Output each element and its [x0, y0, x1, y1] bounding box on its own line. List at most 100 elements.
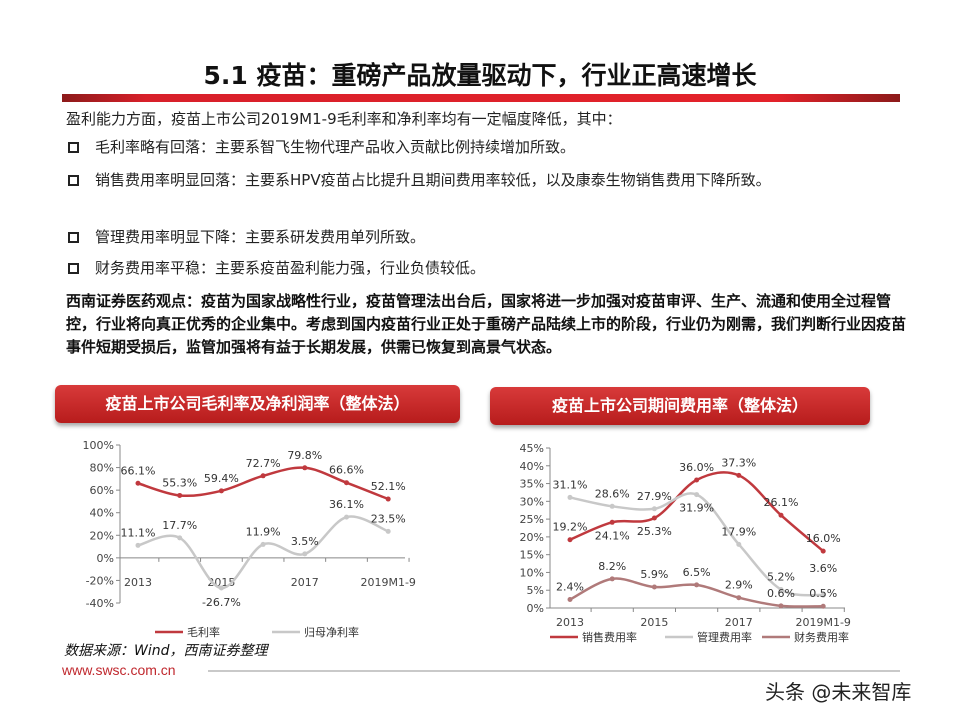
- data-point: [344, 480, 349, 486]
- data-label: 23.5%: [371, 512, 406, 525]
- data-label: 5.2%: [767, 571, 795, 584]
- legend-label: 管理费用率: [697, 630, 752, 644]
- data-label: 66.1%: [121, 464, 156, 477]
- data-point: [302, 551, 308, 557]
- y-tick-label: 15%: [520, 549, 544, 562]
- data-label: 17.9%: [721, 525, 756, 538]
- y-tick-label: 100%: [83, 439, 114, 452]
- legend-label: 毛利率: [187, 625, 220, 639]
- bullet-text: 销售费用率明显回落：主要系HPV疫苗占比提升且期间费用率较低，以及康泰生物销售费…: [95, 171, 771, 189]
- chart1-title: 疫苗上市公司毛利率及净利润率（整体法）: [55, 385, 460, 423]
- data-point: [694, 492, 700, 498]
- data-point: [177, 492, 183, 498]
- bullet-icon: [68, 137, 93, 158]
- x-tick-label: 2013: [124, 576, 152, 589]
- y-tick-label: 45%: [520, 442, 544, 455]
- data-point: [385, 528, 391, 534]
- data-point: [177, 535, 183, 541]
- data-label: 31.9%: [679, 502, 714, 515]
- data-label: 24.1%: [595, 529, 630, 542]
- data-point: [609, 503, 615, 509]
- data-label: 25.3%: [637, 525, 672, 538]
- data-label: 16.0%: [806, 532, 841, 545]
- y-tick-label: 0%: [527, 602, 544, 615]
- data-point: [651, 506, 657, 512]
- data-label: -26.7%: [202, 596, 241, 609]
- y-tick-label: 20%: [90, 529, 114, 542]
- data-point: [651, 584, 657, 590]
- x-tick-label: 2017: [725, 616, 753, 629]
- data-label: 2.4%: [556, 580, 584, 593]
- data-label: 28.6%: [595, 487, 630, 500]
- data-point: [385, 496, 391, 502]
- y-tick-label: -20%: [86, 574, 114, 587]
- data-point: [218, 488, 224, 494]
- data-label: 72.7%: [246, 457, 281, 470]
- title-divider: [62, 94, 900, 102]
- data-point: [260, 541, 266, 547]
- data-label: 2.9%: [725, 579, 753, 592]
- data-label: 11.1%: [121, 526, 156, 539]
- data-label: 17.7%: [162, 519, 197, 532]
- y-tick-label: 40%: [90, 507, 114, 520]
- y-tick-label: -40%: [86, 597, 114, 610]
- y-tick-label: 5%: [527, 584, 544, 597]
- data-point: [820, 592, 826, 598]
- page-title: 5.1 疫苗：重磅产品放量驱动下，行业正高速增长: [203, 61, 757, 90]
- y-tick-label: 20%: [520, 531, 544, 544]
- data-point: [820, 548, 826, 554]
- bullet-icon: [68, 170, 93, 191]
- y-tick-label: 80%: [90, 462, 114, 475]
- data-label: 37.3%: [721, 456, 756, 469]
- data-point: [218, 585, 224, 591]
- data-point: [609, 576, 615, 582]
- data-point: [260, 473, 266, 479]
- intro-text: 盈利能力方面，疫苗上市公司2019M1-9毛利率和净利率均有一定幅度降低，其中：: [66, 110, 622, 128]
- data-label: 8.2%: [598, 560, 626, 573]
- data-label: 0.6%: [767, 587, 795, 600]
- data-point: [778, 587, 784, 593]
- y-tick-label: 60%: [90, 484, 114, 497]
- data-label: 11.9%: [246, 525, 281, 538]
- data-label: 36.0%: [679, 461, 714, 474]
- bullet-text: 财务费用率平稳：主要系疫苗盈利能力强，行业负债较低。: [95, 259, 486, 277]
- data-label: 3.6%: [809, 562, 837, 575]
- data-point: [567, 596, 573, 602]
- data-point: [694, 582, 700, 588]
- y-tick-label: 35%: [520, 478, 544, 491]
- data-point: [344, 514, 349, 520]
- data-label: 79.8%: [287, 449, 322, 462]
- x-tick-label: 2017: [291, 576, 319, 589]
- legend-label: 财务费用率: [794, 630, 849, 644]
- bullet-icon: [68, 227, 93, 248]
- legend-label: 归母净利率: [304, 625, 359, 639]
- data-label: 0.5%: [809, 587, 837, 600]
- data-point: [778, 512, 784, 518]
- legend-label: 销售费用率: [582, 630, 637, 644]
- data-label: 5.9%: [640, 568, 668, 581]
- data-point: [694, 477, 700, 483]
- data-label: 6.5%: [683, 566, 711, 579]
- y-tick-label: 10%: [520, 566, 544, 579]
- data-point: [135, 480, 141, 486]
- bullet-text: 毛利率略有回落：主要系智飞生物代理产品收入贡献比例持续增加所致。: [95, 138, 576, 156]
- bullet-text: 管理费用率明显下降：主要系研发费用单列所致。: [95, 228, 426, 246]
- data-source: 数据来源：Wind，西南证券整理: [64, 643, 268, 659]
- data-point: [736, 541, 742, 547]
- data-point: [567, 537, 573, 543]
- data-point: [651, 515, 657, 521]
- y-tick-label: 40%: [520, 460, 544, 473]
- chart2-title: 疫苗上市公司期间费用率（整体法）: [490, 387, 870, 425]
- x-tick-label: 2019M1-9: [360, 576, 415, 589]
- data-label: 55.3%: [162, 476, 197, 489]
- data-label: 36.1%: [329, 498, 364, 511]
- data-label: 66.6%: [329, 464, 364, 477]
- data-point: [609, 519, 615, 525]
- y-tick-label: 30%: [520, 495, 544, 508]
- data-point: [736, 472, 742, 478]
- watermark: 头条 @未来智库: [765, 680, 912, 704]
- analyst-opinion: 西南证券医药观点：疫苗为国家战略性行业，疫苗管理法出台后，国家将进一步加强对疫苗…: [66, 292, 907, 356]
- data-point: [302, 465, 308, 471]
- footer-divider: [208, 670, 900, 672]
